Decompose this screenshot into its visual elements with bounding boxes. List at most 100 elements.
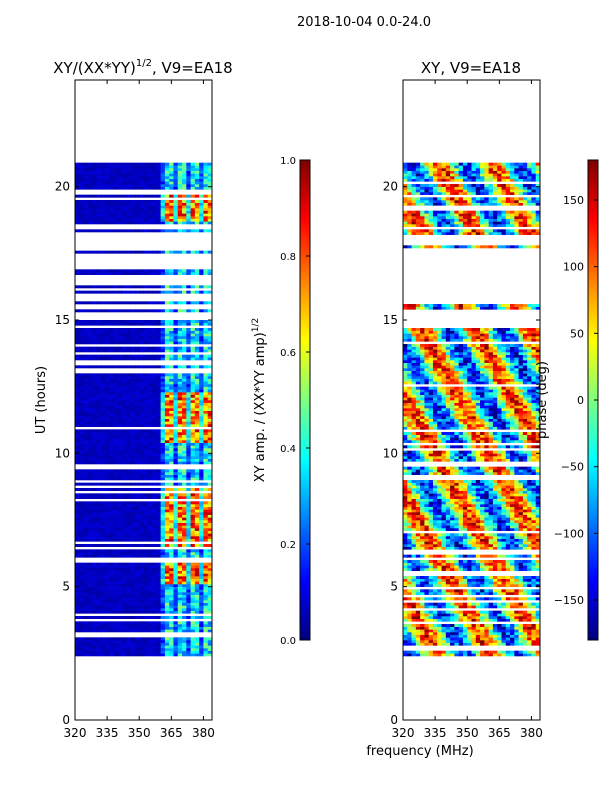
heatmap-cell bbox=[432, 592, 438, 595]
heatmap-cell bbox=[207, 501, 212, 505]
heatmap-cell bbox=[169, 488, 174, 491]
heatmap-cell bbox=[467, 624, 472, 627]
heatmap-cell bbox=[75, 520, 80, 523]
heatmap-cell bbox=[411, 592, 417, 595]
heatmap-cell bbox=[510, 618, 515, 622]
heatmap-cell bbox=[403, 640, 408, 643]
heatmap-cell bbox=[139, 506, 144, 510]
heatmap-cell bbox=[203, 320, 209, 323]
heatmap-cell bbox=[130, 186, 136, 190]
heatmap-cell bbox=[92, 381, 97, 385]
heatmap-cell bbox=[143, 504, 149, 507]
heatmap-cell bbox=[458, 605, 464, 609]
heatmap-cell bbox=[130, 496, 136, 499]
heatmap-cell bbox=[462, 626, 468, 630]
heatmap-cell bbox=[510, 637, 515, 641]
heatmap-cell bbox=[122, 413, 127, 417]
heatmap-cell bbox=[420, 610, 425, 614]
heatmap-cell bbox=[122, 482, 127, 486]
heatmap-cell bbox=[437, 629, 442, 633]
heatmap-cell bbox=[134, 456, 140, 459]
heatmap-cell bbox=[113, 365, 119, 369]
heatmap-cell bbox=[173, 640, 179, 643]
heatmap-cell bbox=[152, 400, 157, 403]
heatmap-cell bbox=[164, 576, 170, 579]
heatmap-cell bbox=[484, 640, 490, 643]
heatmap-cell bbox=[190, 165, 196, 169]
heatmap-cell bbox=[83, 501, 89, 505]
heatmap-cell bbox=[518, 597, 524, 601]
heatmap-cell bbox=[75, 536, 80, 539]
heatmap-cell bbox=[467, 653, 472, 657]
heatmap-cell bbox=[83, 181, 89, 185]
heatmap-cell bbox=[160, 170, 166, 174]
heatmap-cell bbox=[164, 504, 170, 507]
heatmap-cell bbox=[480, 613, 485, 617]
heatmap-cell bbox=[164, 386, 170, 390]
heatmap-cell bbox=[109, 533, 114, 537]
heatmap-cell bbox=[113, 469, 119, 473]
heatmap-cell bbox=[83, 410, 89, 414]
heatmap-cell bbox=[87, 589, 93, 593]
heatmap-cell bbox=[182, 389, 187, 393]
heatmap-cell bbox=[87, 210, 93, 214]
heatmap-cell bbox=[75, 509, 80, 513]
heatmap-cell bbox=[134, 184, 140, 187]
heatmap-cell bbox=[96, 602, 102, 606]
heatmap-cell bbox=[484, 642, 490, 646]
heatmap-cell bbox=[164, 410, 170, 414]
heatmap-cell bbox=[194, 405, 200, 409]
heatmap-cell bbox=[134, 650, 140, 654]
heatmap-cell bbox=[96, 637, 102, 641]
heatmap-cell bbox=[109, 184, 114, 187]
heatmap-cell bbox=[134, 477, 140, 481]
heatmap-cell bbox=[92, 301, 97, 305]
heatmap-cell bbox=[126, 602, 132, 606]
heatmap-cell bbox=[92, 501, 97, 505]
heatmap-cell bbox=[100, 650, 106, 654]
heatmap-cell bbox=[194, 165, 200, 169]
heatmap-cell bbox=[75, 328, 80, 331]
heatmap-cell bbox=[130, 536, 136, 539]
heatmap-cell bbox=[199, 453, 204, 457]
heatmap-cell bbox=[143, 453, 149, 457]
heatmap-cell bbox=[147, 458, 153, 462]
heatmap-cell bbox=[139, 552, 144, 555]
heatmap-cell bbox=[126, 461, 132, 465]
heatmap-cell bbox=[139, 384, 144, 387]
heatmap-cell bbox=[122, 229, 127, 233]
heatmap-cell bbox=[152, 432, 157, 435]
heatmap-cell bbox=[177, 544, 183, 547]
heatmap-cell bbox=[139, 341, 144, 345]
heatmap-cell bbox=[104, 168, 110, 171]
heatmap-cell bbox=[173, 578, 179, 582]
heatmap-cell bbox=[535, 605, 540, 609]
heatmap-cell bbox=[87, 341, 93, 345]
heatmap-cell bbox=[182, 413, 187, 417]
heatmap-cell bbox=[126, 205, 132, 209]
heatmap-cell bbox=[420, 640, 425, 643]
heatmap-cell bbox=[160, 565, 166, 569]
heatmap-row bbox=[75, 509, 212, 513]
heatmap-cell bbox=[109, 514, 114, 518]
heatmap-cell bbox=[104, 186, 110, 190]
heatmap-cell bbox=[190, 629, 196, 633]
heatmap-cell bbox=[143, 597, 149, 601]
heatmap-cell bbox=[182, 504, 187, 507]
heatmap-cell bbox=[96, 413, 102, 417]
heatmap-cell bbox=[134, 202, 140, 206]
heatmap-cell bbox=[100, 184, 106, 187]
heatmap-cell bbox=[531, 653, 537, 657]
heatmap-row bbox=[75, 570, 212, 574]
heatmap-cell bbox=[488, 605, 494, 609]
heatmap-cell bbox=[169, 437, 174, 441]
heatmap-cell bbox=[169, 592, 174, 595]
heatmap-cell bbox=[173, 621, 179, 625]
heatmap-cell bbox=[143, 178, 149, 182]
heatmap-cell bbox=[173, 381, 179, 385]
heatmap-cell bbox=[143, 181, 149, 185]
heatmap-cell bbox=[182, 218, 187, 222]
heatmap-cell bbox=[122, 405, 127, 409]
heatmap-cell bbox=[126, 216, 132, 219]
heatmap-cell bbox=[156, 506, 162, 510]
